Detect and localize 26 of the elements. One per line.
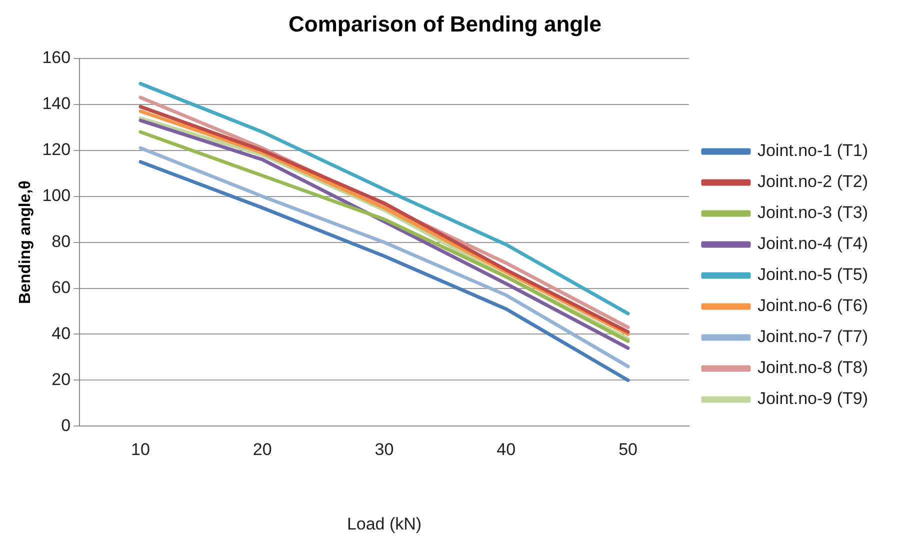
legend-label: Joint.no-2 (T2) bbox=[757, 172, 868, 192]
legend-label: Joint.no-5 (T5) bbox=[757, 265, 868, 284]
x-tick-label: 20 bbox=[252, 440, 272, 460]
legend-label: Joint.no-1 (T1) bbox=[757, 141, 868, 160]
y-tick-label: 120 bbox=[42, 140, 71, 160]
x-axis-title: Load (kN) bbox=[346, 514, 422, 534]
x-tick-label: 40 bbox=[496, 440, 516, 460]
y-tick-label: 0 bbox=[61, 416, 71, 435]
legend-label: Joint.no-4 (T4) bbox=[757, 234, 868, 254]
legend-label: Joint.no-8 (T8) bbox=[757, 358, 868, 378]
x-tick-label: 30 bbox=[374, 440, 394, 460]
y-tick-label: 80 bbox=[52, 232, 71, 251]
y-tick-label: 160 bbox=[42, 48, 71, 68]
y-tick-label: 60 bbox=[52, 278, 71, 297]
legend-label: Joint.no-6 (T6) bbox=[757, 296, 868, 316]
x-tick-label: 10 bbox=[131, 440, 150, 460]
y-tick-label: 100 bbox=[42, 186, 71, 206]
x-tick-label: 50 bbox=[618, 440, 638, 460]
y-tick-label: 140 bbox=[42, 94, 71, 114]
legend-label: Joint.no-3 (T3) bbox=[757, 203, 868, 222]
chart-title: Comparison of Bending angle bbox=[288, 11, 602, 36]
y-axis-title: Bending angle,θ bbox=[17, 180, 34, 304]
legend-label: Joint.no-9 (T9) bbox=[757, 389, 868, 408]
y-tick-label: 20 bbox=[52, 370, 71, 389]
y-tick-label: 40 bbox=[52, 324, 71, 343]
legend-label: Joint.no-7 (T7) bbox=[757, 327, 868, 346]
